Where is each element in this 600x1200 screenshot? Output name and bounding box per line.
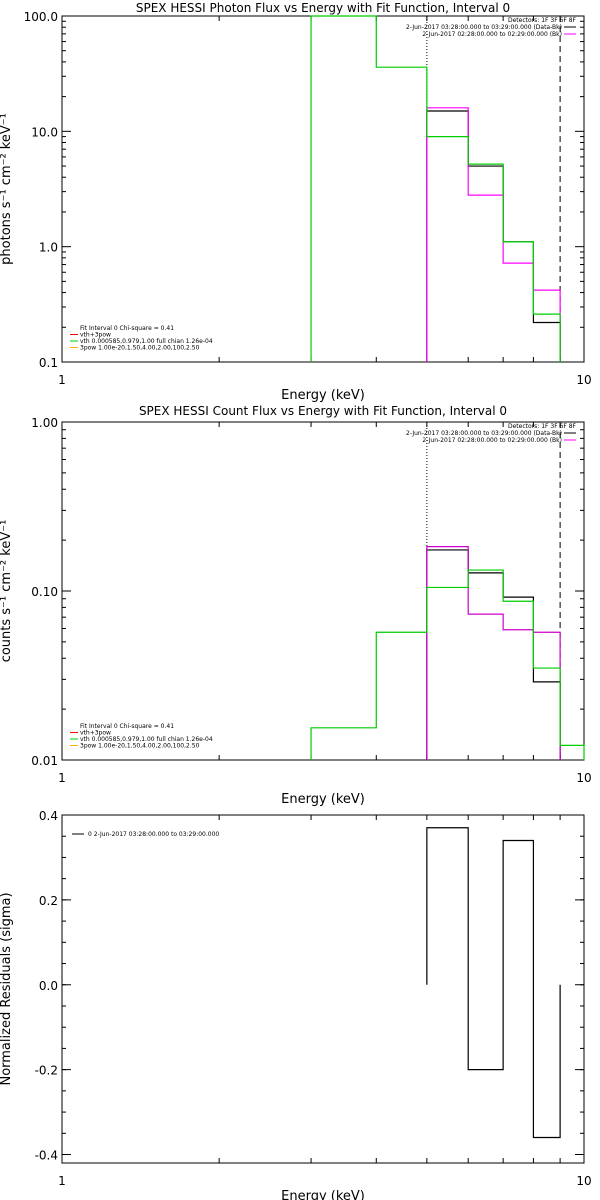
plot-frame xyxy=(61,421,585,761)
series-vth-3pow xyxy=(310,15,561,362)
x-tick-label: 1 xyxy=(58,771,66,785)
y-tick-label: -0.2 xyxy=(35,1064,58,1078)
legend-entry: Fit Interval 0 Chi-square = 0.41 xyxy=(80,723,174,730)
detectors-label: Detectors: 1F 3F 6F 8F xyxy=(508,423,577,430)
y-minor-ticks xyxy=(62,429,584,710)
y-tick-label: 0.4 xyxy=(39,809,58,823)
x-tick-label: 1 xyxy=(58,373,66,387)
y-tick-label: 0.2 xyxy=(39,894,58,908)
y-axis-label: photons s⁻¹ cm⁻² keV⁻¹ xyxy=(0,113,14,265)
legend-bottom-left: Fit Interval 0 Chi-square = 0.41vth+3pow… xyxy=(70,723,213,750)
series-bk xyxy=(426,546,561,760)
legend-entry: vth 0.000585,0.979,1.00 full chian 1.26e… xyxy=(80,736,213,743)
series-residuals xyxy=(426,827,561,1139)
legend-top-right: Detectors: 1F 3F 6F 8F2-Jun-2017 03:28:0… xyxy=(406,17,576,38)
legend-entry: 3pow 1.00e-20,1.50,4.00,2.00,100,2.50 xyxy=(80,743,200,750)
series-line xyxy=(426,110,561,362)
x-tick-label: 1 xyxy=(58,1174,66,1188)
chart-count: SPEX HESSI Count Flux vs Energy with Fit… xyxy=(0,404,592,807)
legend-entry: 2-Jun-2017 03:28:00.000 to 03:29:00.000 … xyxy=(406,430,562,437)
y-tick-label: 10.0 xyxy=(31,125,58,139)
series-data-bk xyxy=(426,110,561,362)
x-minor-ticks xyxy=(218,422,561,760)
series-line xyxy=(426,546,561,760)
y-tick-label: 0.0 xyxy=(39,979,58,993)
x-minor-ticks xyxy=(218,16,561,362)
legend-entry: 2-Jun-2017 02:28:00.000 to 02:29:00.000 … xyxy=(422,31,562,38)
legend-top-left: 0 2-Jun-2017 03:28:00.000 to 03:29:00.00… xyxy=(72,831,219,838)
legend-entry: 0 2-Jun-2017 03:28:00.000 to 03:29:00.00… xyxy=(88,831,219,838)
x-tick-label: 10 xyxy=(576,771,591,785)
chart-photon: SPEX HESSI Photon Flux vs Energy with Fi… xyxy=(0,1,592,403)
x-axis-label: Energy (keV) xyxy=(281,1189,365,1200)
series-vth-3pow xyxy=(310,569,585,760)
plot-frame xyxy=(61,15,585,363)
legend-entry: vth 0.000585,0.979,1.00 full chian 1.26e… xyxy=(80,338,213,345)
series-data-bk xyxy=(426,549,561,760)
x-axis-label: Energy (keV) xyxy=(281,388,365,403)
legend-entry: vth+3pow xyxy=(80,332,111,339)
y-tick-label: 1.00 xyxy=(31,416,58,430)
x-tick-label: 10 xyxy=(576,373,591,387)
y-axis-label: counts s⁻¹ cm⁻² keV⁻¹ xyxy=(0,520,14,663)
y-tick-label: -0.4 xyxy=(35,1149,58,1163)
series-line xyxy=(426,827,561,1139)
legend-entry: 2-Jun-2017 02:28:00.000 to 02:29:00.000 … xyxy=(422,437,562,444)
y-minor-ticks xyxy=(62,20,584,328)
chart-title: SPEX HESSI Count Flux vs Energy with Fit… xyxy=(139,404,507,418)
chart-resid: 1 10 0.4 0.2 0.0 -0.2 -0.4 Energy (keV) Normaliz… xyxy=(0,809,592,1200)
legend-entry: 2-Jun-2017 03:28:00.000 to 03:29:00.000 … xyxy=(406,24,562,31)
series-line xyxy=(310,15,561,362)
detectors-label: Detectors: 1F 3F 6F 8F xyxy=(508,17,577,24)
x-axis-label: Energy (keV) xyxy=(281,792,365,807)
y-tick-label: 100.0 xyxy=(24,10,58,24)
series-line xyxy=(310,569,585,760)
series-line xyxy=(426,107,561,362)
y-tick-label: 0.01 xyxy=(31,754,58,768)
x-minor-ticks xyxy=(218,815,561,1163)
y-tick-label: 0.1 xyxy=(39,356,58,370)
series-line xyxy=(426,549,561,760)
y-tick-label: 1.0 xyxy=(39,241,58,255)
y-axis-label: Normalized Residuals (sigma) xyxy=(0,892,14,1085)
x-tick-label: 10 xyxy=(576,1174,591,1188)
legend-bottom-left: Fit Interval 0 Chi-square = 0.41vth+3pow… xyxy=(70,325,213,352)
y-tick-label: 0.10 xyxy=(31,585,58,599)
chart-title: SPEX HESSI Photon Flux vs Energy with Fi… xyxy=(136,1,510,15)
y-minor-ticks xyxy=(62,814,584,1156)
legend-entry: vth+3pow xyxy=(80,730,111,737)
plot-frame xyxy=(61,814,585,1164)
series-bk xyxy=(426,107,561,362)
legend-top-right: Detectors: 1F 3F 6F 8F2-Jun-2017 03:28:0… xyxy=(406,423,576,444)
legend-entry: 3pow 1.00e-20,1.50,4.00,2.00,100,2.50 xyxy=(80,345,200,352)
legend-entry: Fit Interval 0 Chi-square = 0.41 xyxy=(80,325,174,332)
